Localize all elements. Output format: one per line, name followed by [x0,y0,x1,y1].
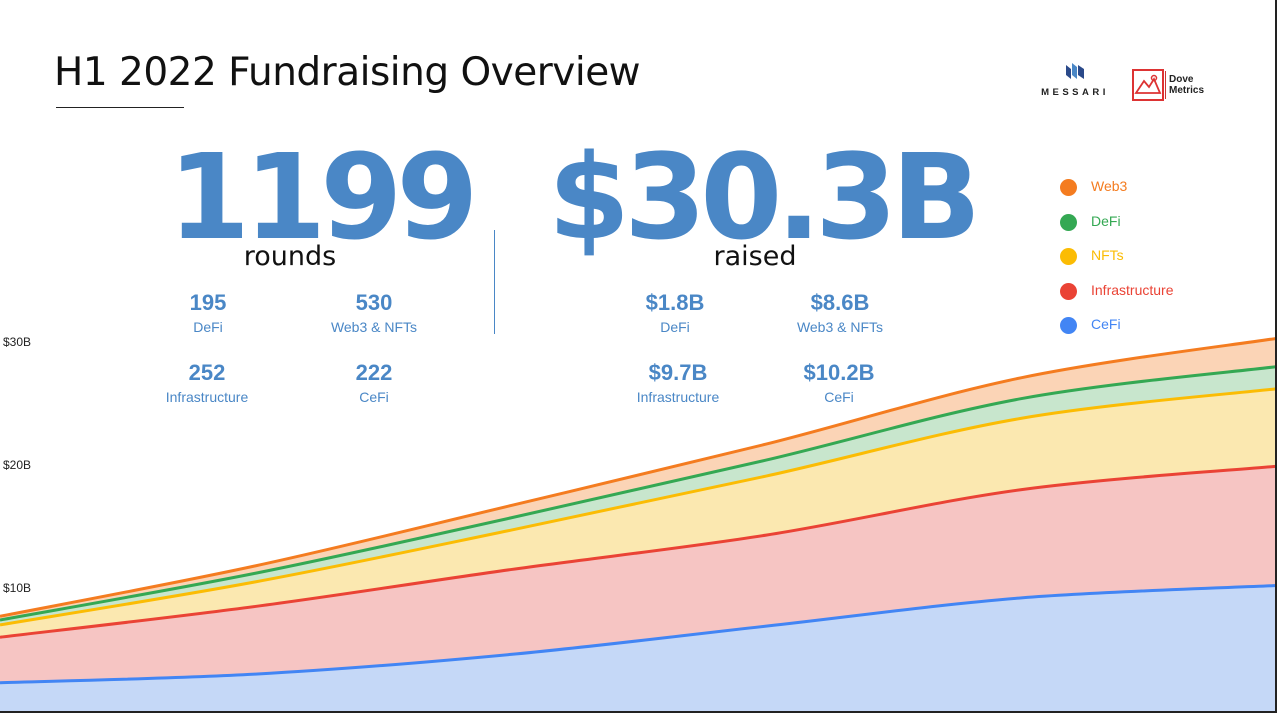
stat-label: DeFi [660,319,690,335]
legend-swatch [1060,179,1077,196]
frame-border-bottom [0,711,1277,713]
legend-swatch [1060,283,1077,300]
rounds-stat-infrastructure: 252 Infrastructure [127,360,287,406]
line-nfts [0,387,1277,627]
legend-swatch [1060,317,1077,334]
stat-label: CeFi [359,389,389,405]
stat-value: $9.7B [648,360,708,385]
raised-stat-web3-nfts: $8.6B Web3 & NFTs [760,290,920,336]
title-underline [56,107,184,108]
stat-value: $8.6B [810,290,870,315]
total-raised-value: $30.3B [548,128,981,266]
stat-label: Web3 & NFTs [796,319,884,335]
stat-label: CeFi [824,389,854,405]
rounds-stat-web3-nfts: 530 Web3 & NFTs [294,290,454,336]
area-cefi [0,585,1277,711]
line-defi [0,365,1277,622]
stat-label: Web3 & NFTs [330,319,418,335]
dove-metrics-wordmark: Dove Metrics [1169,74,1205,96]
legend-label: DeFi [1091,213,1121,229]
total-raised-label: raised [713,241,797,272]
rounds-stat-defi: 195 DeFi [128,290,288,336]
stat-label: DeFi [193,319,223,335]
raised-stat-defi: $1.8B DeFi [595,290,755,336]
stat-label: Infrastructure [165,389,249,405]
legend-swatch [1060,248,1077,265]
legend-label: NFTs [1091,247,1124,263]
legend-label: Infrastructure [1091,282,1174,298]
stat-value: 252 [188,360,226,385]
raised-stat-cefi: $10.2B CeFi [759,360,919,406]
legend-swatch [1060,214,1077,231]
messari-icon [1066,63,1084,79]
rounds-stat-cefi: 222 CeFi [294,360,454,406]
legend-label: Web3 [1091,178,1128,194]
frame-border-right [1275,0,1277,713]
stat-label: Infrastructure [636,389,720,405]
stat-value: 195 [189,290,227,315]
stat-value: $10.2B [803,360,875,385]
stat-value: 530 [355,290,393,315]
line-cefi [0,584,1277,685]
messari-logo: MESSARI [1038,62,1112,100]
dove-logo-separator [1165,71,1166,99]
summary-divider [494,230,495,334]
y-tick-label: $30B [3,335,31,349]
dove-icon [1132,69,1164,101]
y-tick-label: $10B [3,581,31,595]
total-rounds-value: 1199 [168,128,478,266]
y-tick-label: $20B [3,458,31,472]
line-infrastructure [0,464,1277,639]
raised-stat-infrastructure: $9.7B Infrastructure [598,360,758,406]
total-rounds-label: rounds [243,241,337,272]
legend-label: CeFi [1091,316,1121,332]
page-title: H1 2022 Fundraising Overview [54,50,641,95]
stat-value: $1.8B [645,290,705,315]
dove-metrics-logo: Dove Metrics [1132,69,1222,101]
line-web3 [0,336,1277,618]
messari-wordmark: MESSARI [1041,87,1109,98]
stat-value: 222 [355,360,393,385]
